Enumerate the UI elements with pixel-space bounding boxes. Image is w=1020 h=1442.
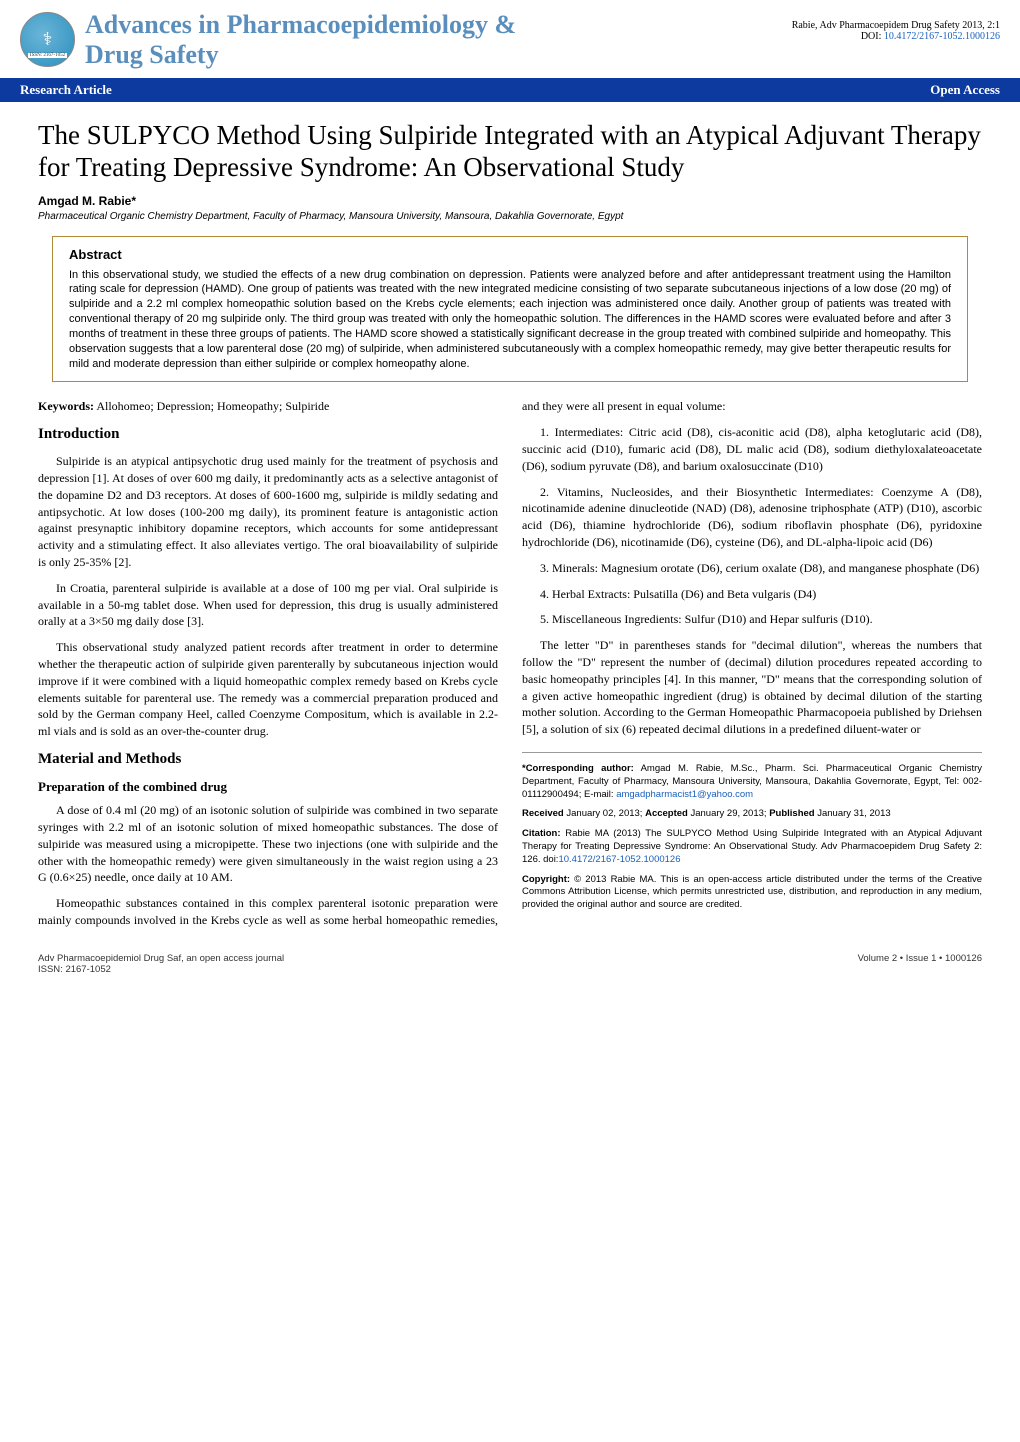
received-label: Received [522,808,564,819]
doi-label: DOI: [861,31,884,42]
logo-glyph: ⚕ [43,29,53,50]
journal-logo: ⚕ ISSN: 2167-1052 [20,12,75,67]
abstract-box: Abstract In this observational study, we… [52,236,968,383]
doi-line: DOI: 10.4172/2167-1052.1000126 [792,31,1000,42]
article-info-box: *Corresponding author: Amgad M. Rabie, M… [522,752,982,912]
article-type-right: Open Access [930,82,1000,98]
journal-title: Advances in Pharmacoepidemiology & Drug … [85,10,516,70]
copyright-label: Copyright: [522,874,570,885]
journal-title-line2: Drug Safety [85,40,219,69]
prep-paragraph-1: A dose of 0.4 ml (20 mg) of an isotonic … [38,802,498,886]
introduction-heading: Introduction [38,424,498,445]
ingredient-item-4: 4. Herbal Extracts: Pulsatilla (D6) and … [522,586,982,603]
dates-line: Received January 02, 2013; Accepted Janu… [522,808,982,821]
citation-doi[interactable]: 10.4172/2167-1052.1000126 [558,854,680,865]
abstract-heading: Abstract [69,247,951,262]
journal-header: ⚕ ISSN: 2167-1052 Advances in Pharmacoep… [0,0,1020,70]
page-footer: Adv Pharmacoepidemiol Drug Saf, an open … [0,947,1020,985]
footer-right: Volume 2 • Issue 1 • 1000126 [858,953,982,975]
author-affiliation: Pharmaceutical Organic Chemistry Departm… [38,211,982,222]
intro-paragraph-2: In Croatia, parenteral sulpiride is avai… [38,580,498,630]
ingredient-item-2: 2. Vitamins, Nucleosides, and their Bios… [522,484,982,551]
ingredient-item-1: 1. Intermediates: Citric acid (D8), cis-… [522,424,982,474]
footer-left: Adv Pharmacoepidemiol Drug Saf, an open … [38,953,284,975]
abstract-text: In this observational study, we studied … [69,268,951,372]
doi-link[interactable]: 10.4172/2167-1052.1000126 [884,31,1000,42]
author-line: Amgad M. Rabie* [38,194,982,208]
article-body: The SULPYCO Method Using Sulpiride Integ… [0,102,1020,947]
dilution-paragraph: The letter "D" in parentheses stands for… [522,637,982,738]
intro-paragraph-3: This observational study analyzed patien… [38,639,498,740]
footer-issn: ISSN: 2167-1052 [38,964,111,975]
journal-title-line1: Advances in Pharmacoepidemiology & [85,10,516,39]
page-root: ⚕ ISSN: 2167-1052 Advances in Pharmacoep… [0,0,1020,985]
published-date: January 31, 2013 [815,808,891,819]
article-title: The SULPYCO Method Using Sulpiride Integ… [38,120,982,184]
received-date: January 02, 2013; [564,808,645,819]
footer-journal-name: Adv Pharmacoepidemiol Drug Saf, an open … [38,953,284,964]
citation-block: Citation: Rabie MA (2013) The SULPYCO Me… [522,828,982,866]
material-methods-heading: Material and Methods [38,749,498,770]
corresponding-author: *Corresponding author: Amgad M. Rabie, M… [522,763,982,801]
intro-paragraph-1: Sulpiride is an atypical antipsychotic d… [38,453,498,571]
citation-label: Citation: [522,828,561,839]
keywords-text: Allohomeo; Depression; Homeopathy; Sulpi… [96,399,329,413]
accepted-label: Accepted [645,808,688,819]
ingredient-item-3: 3. Minerals: Magnesium orotate (D6), cer… [522,560,982,577]
accepted-date: January 29, 2013; [688,808,769,819]
logo-issn: ISSN: 2167-1052 [28,53,67,58]
article-type-left: Research Article [20,82,112,98]
short-citation: Rabie, Adv Pharmacoepidem Drug Safety 20… [792,20,1000,31]
corresponding-email[interactable]: amgadpharmacist1@yahoo.com [616,789,753,800]
two-column-body: Keywords: Allohomeo; Depression; Homeopa… [38,398,982,928]
ingredient-item-5: 5. Miscellaneous Ingredients: Sulfur (D1… [522,611,982,628]
published-label: Published [769,808,814,819]
article-type-bar: Research Article Open Access [0,78,1020,102]
preparation-subheading: Preparation of the combined drug [38,778,498,796]
copyright-text: © 2013 Rabie MA. This is an open-access … [522,874,982,911]
keywords-line: Keywords: Allohomeo; Depression; Homeopa… [38,398,498,415]
header-citation-block: Rabie, Adv Pharmacoepidem Drug Safety 20… [792,20,1000,42]
copyright-block: Copyright: © 2013 Rabie MA. This is an o… [522,874,982,912]
corresponding-label: *Corresponding author: [522,763,634,774]
keywords-label: Keywords: [38,399,94,413]
